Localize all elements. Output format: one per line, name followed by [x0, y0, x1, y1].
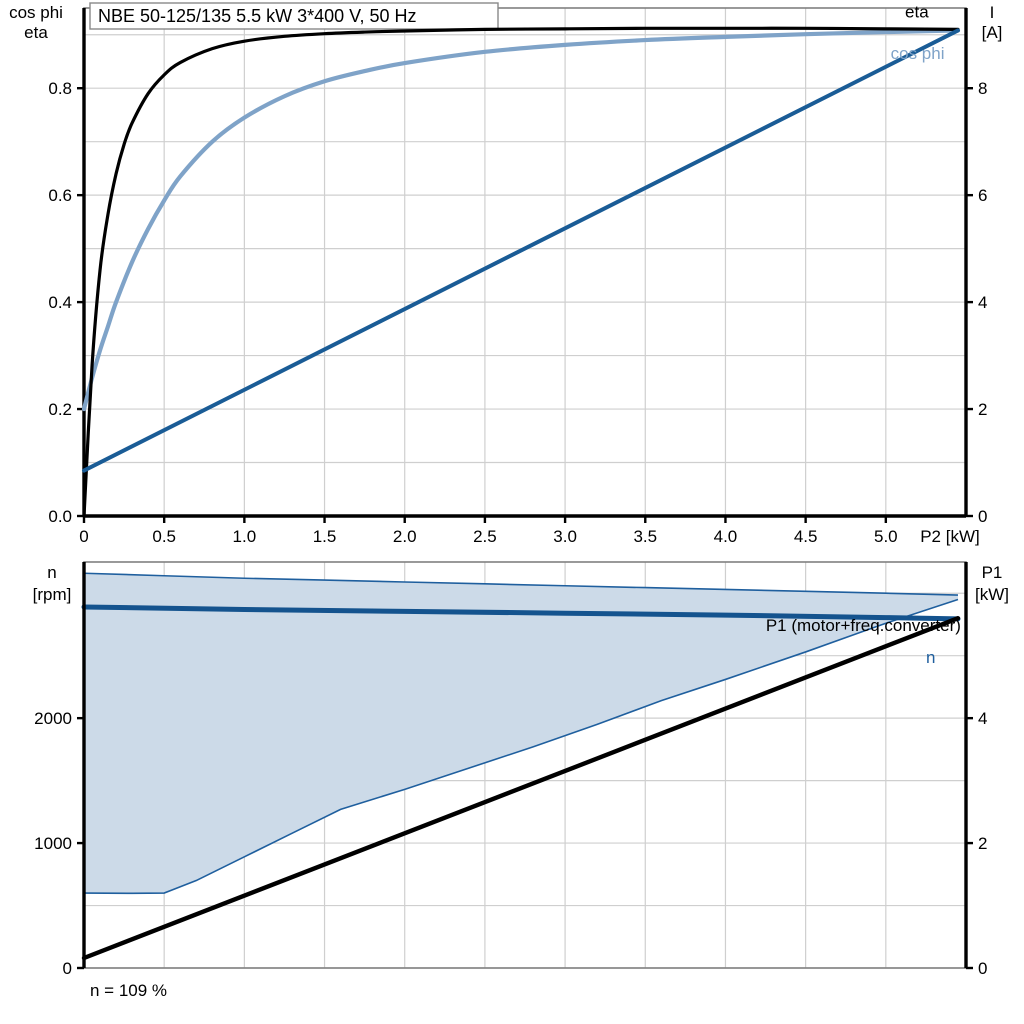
top-right-tick-label: 2 [978, 400, 987, 419]
top-left-tick-label: 0.6 [48, 186, 72, 205]
top-x-tick-label: 3.0 [553, 527, 577, 546]
label-cos-phi: cos phi [891, 44, 945, 63]
top-right-axis-title-line2: [A] [982, 23, 1003, 42]
caption-label: n = 109 % [90, 981, 167, 1000]
top-right-axis-title-line1: I [990, 3, 995, 22]
top-right-tick-label: 8 [978, 79, 987, 98]
curve-n-lower [83, 598, 959, 895]
top-x-tick-label: 0 [79, 527, 88, 546]
curve-current [82, 28, 960, 473]
title-box [89, 2, 499, 30]
top-left-tick-label: 0.8 [48, 79, 72, 98]
top-x-tick-label: 2.0 [393, 527, 417, 546]
curve-eta [82, 26, 960, 518]
top-left-tick-label: 0.2 [48, 400, 72, 419]
label-p1: P1 (motor+freq.converter) [766, 616, 961, 635]
bottom-right-tick-label: 0 [978, 959, 987, 978]
bottom-left-axis-title-line1: n [47, 563, 56, 582]
bottom-right-tick-label: 2 [978, 834, 987, 853]
bottom-left-axis-title-line2: [rpm] [33, 585, 72, 604]
top-left-tick-label: 0.0 [48, 507, 72, 526]
top-right-tick-label: 6 [978, 186, 987, 205]
top-left-axis-title-line2: eta [24, 23, 48, 42]
top-x-tick-label: 4.0 [714, 527, 738, 546]
bottom-left-tick-label: 1000 [34, 834, 72, 853]
bottom-left-tick-label: 0 [63, 959, 72, 978]
top-x-tick-label: 5.0 [874, 527, 898, 546]
label-eta: eta [905, 2, 929, 21]
top-x-tick-label: 2.5 [473, 527, 497, 546]
top-right-tick-label: 4 [978, 293, 987, 312]
title-label: NBE 50-125/135 5.5 kW 3*400 V, 50 Hz [98, 6, 417, 26]
top-x-tick-label: 4.5 [794, 527, 818, 546]
curve-p1-diagonal [81, 616, 961, 961]
label-n: n [926, 648, 935, 667]
top-x-axis-title: P2 [kW] [920, 527, 980, 546]
top-x-tick-label: 0.5 [152, 527, 176, 546]
bottom-right-axis-title-line2: [kW] [975, 585, 1009, 604]
top-left-axis-title-line1: cos phi [9, 3, 63, 22]
bottom-right-tick-label: 4 [978, 709, 987, 728]
top-plot-background [84, 8, 966, 516]
curve-n-upper [83, 572, 959, 596]
top-x-tick-label: 1.0 [233, 527, 257, 546]
top-x-tick-label: 3.5 [633, 527, 657, 546]
top-right-tick-label: 0 [978, 507, 987, 526]
top-left-tick-label: 0.4 [48, 293, 72, 312]
top-x-tick-label: 1.5 [313, 527, 337, 546]
bottom-right-axis-title-line1: P1 [982, 563, 1003, 582]
curve-cos-phi [81, 28, 961, 412]
bottom-left-tick-label: 2000 [34, 709, 72, 728]
curve-p1-motor-freq-converter [81, 604, 961, 622]
n-operating-range-band [84, 573, 958, 894]
